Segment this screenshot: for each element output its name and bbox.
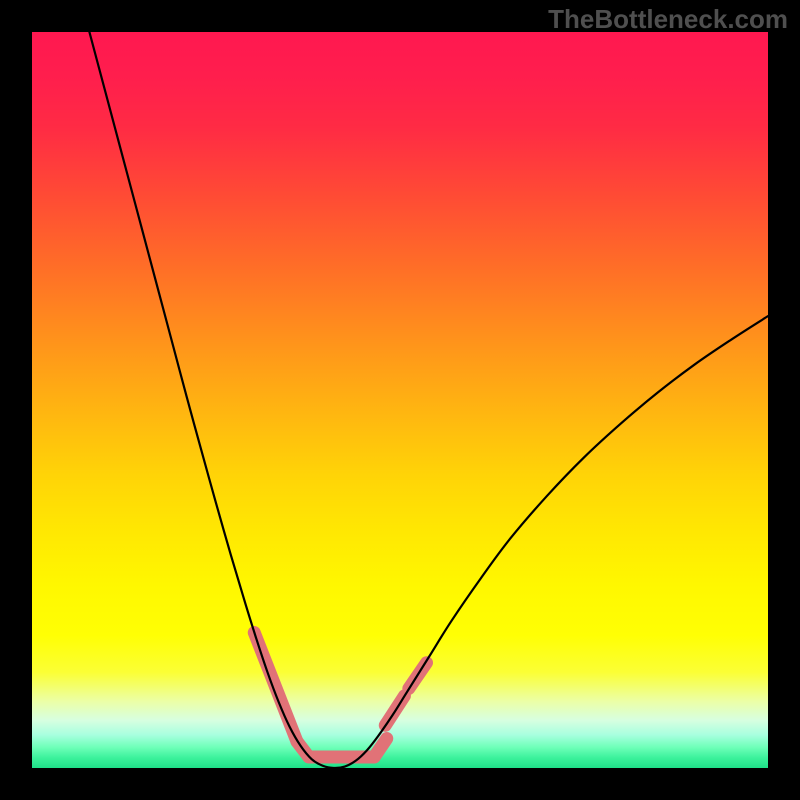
bottleneck-curve <box>89 32 768 768</box>
watermark-text: TheBottleneck.com <box>548 4 788 35</box>
plot-area <box>32 32 768 768</box>
chart-frame <box>0 0 800 800</box>
highlight-markers <box>254 633 426 757</box>
curve-layer <box>32 32 768 768</box>
chart-stage: TheBottleneck.com <box>0 0 800 800</box>
highlight-segment <box>374 739 387 757</box>
